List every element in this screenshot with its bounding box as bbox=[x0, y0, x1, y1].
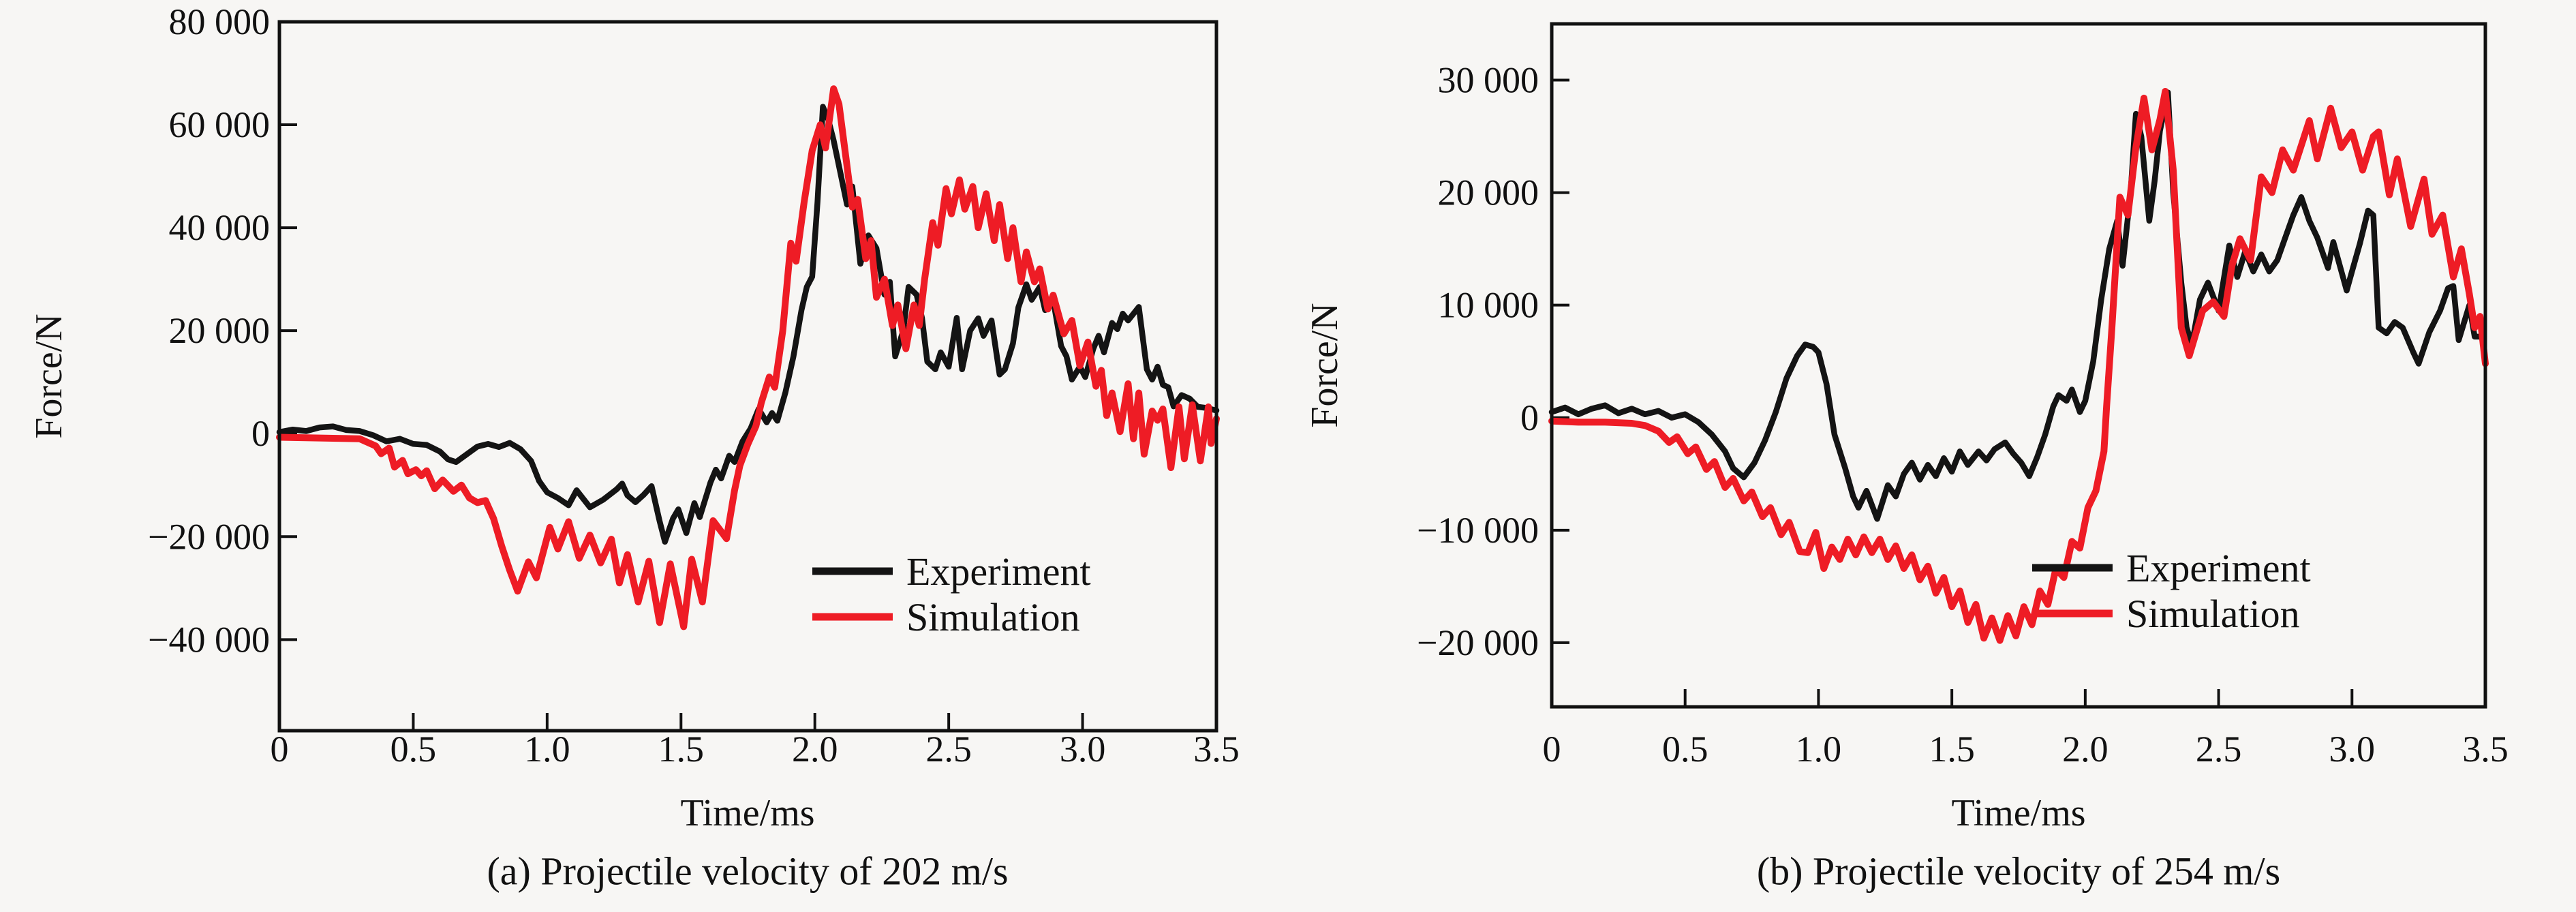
plot-border bbox=[277, 20, 1218, 733]
caption-b: (b) Projectile velocity of 254 m/s bbox=[1756, 849, 2281, 894]
y-tick-label: 20 000 bbox=[1438, 172, 1539, 213]
y-tick-label: 30 000 bbox=[1438, 60, 1539, 101]
x-tick-label: 1.0 bbox=[1796, 729, 1842, 770]
y-tick-label: −10 000 bbox=[1417, 510, 1539, 551]
x-tick-label: 0 bbox=[1543, 729, 1561, 770]
y-axis-title-a: Force/N bbox=[28, 314, 70, 439]
x-tick-label: 2.5 bbox=[925, 729, 972, 770]
x-tick-label: 2.0 bbox=[2062, 729, 2109, 770]
plot-border bbox=[1550, 22, 2487, 709]
chart-svg-1: 0 0.5 1.0 1.5 2.0 2.5 3.0 3.5 30 000 20 000 10 000… bbox=[1417, 22, 2509, 770]
x-tick-label: 2.5 bbox=[2196, 729, 2242, 770]
y-tick-label: 20 000 bbox=[169, 310, 271, 351]
x-tick-label: 3.5 bbox=[2462, 729, 2509, 770]
x-tick-label: 2.0 bbox=[792, 729, 838, 770]
legend-label-simulation: Simulation bbox=[906, 595, 1080, 639]
series-line-simulation bbox=[276, 85, 1220, 630]
legend-label-experiment: Experiment bbox=[906, 549, 1091, 594]
legend-label-experiment: Experiment bbox=[2126, 546, 2311, 590]
x-tick-label: 1.5 bbox=[1929, 729, 1975, 770]
series-line-simulation bbox=[1548, 88, 2489, 644]
x-tick-label: 0.5 bbox=[390, 729, 437, 770]
legend-label-simulation: Simulation bbox=[2126, 592, 2300, 636]
caption-a: (a) Projectile velocity of 202 m/s bbox=[487, 849, 1009, 894]
series-line-experiment bbox=[276, 104, 1220, 545]
y-tick-label: −40 000 bbox=[148, 619, 270, 660]
x-axis-title-a: Time/ms bbox=[680, 792, 815, 834]
y-tick-label: 80 000 bbox=[169, 1, 271, 42]
y-tick-label: 60 000 bbox=[169, 104, 271, 145]
x-tick-label: 1.0 bbox=[524, 729, 570, 770]
y-axis-title-b: Force/N bbox=[1304, 303, 1346, 428]
y-tick-label: −20 000 bbox=[1417, 622, 1539, 663]
series-line-experiment bbox=[1548, 89, 2486, 522]
y-tick-label: 10 000 bbox=[1438, 285, 1539, 326]
x-axis-title-b: Time/ms bbox=[1951, 792, 2086, 834]
x-tick-label: 3.0 bbox=[2329, 729, 2376, 770]
y-tick-label: 0 bbox=[1520, 397, 1539, 438]
x-tick-label: 1.5 bbox=[658, 729, 705, 770]
x-tick-label: 0.5 bbox=[1662, 729, 1708, 770]
x-tick-label: 3.0 bbox=[1060, 729, 1106, 770]
x-tick-label: 3.5 bbox=[1193, 729, 1240, 770]
y-tick-label: 40 000 bbox=[169, 207, 271, 248]
chart-svg-0: 0 0.5 1.0 1.5 2.0 2.5 3.0 3.5 80 000 60 000 40 000… bbox=[148, 1, 1240, 770]
x-tick-label: 0 bbox=[271, 729, 289, 770]
y-tick-label: −20 000 bbox=[148, 516, 270, 557]
y-tick-label: 0 bbox=[251, 413, 270, 454]
